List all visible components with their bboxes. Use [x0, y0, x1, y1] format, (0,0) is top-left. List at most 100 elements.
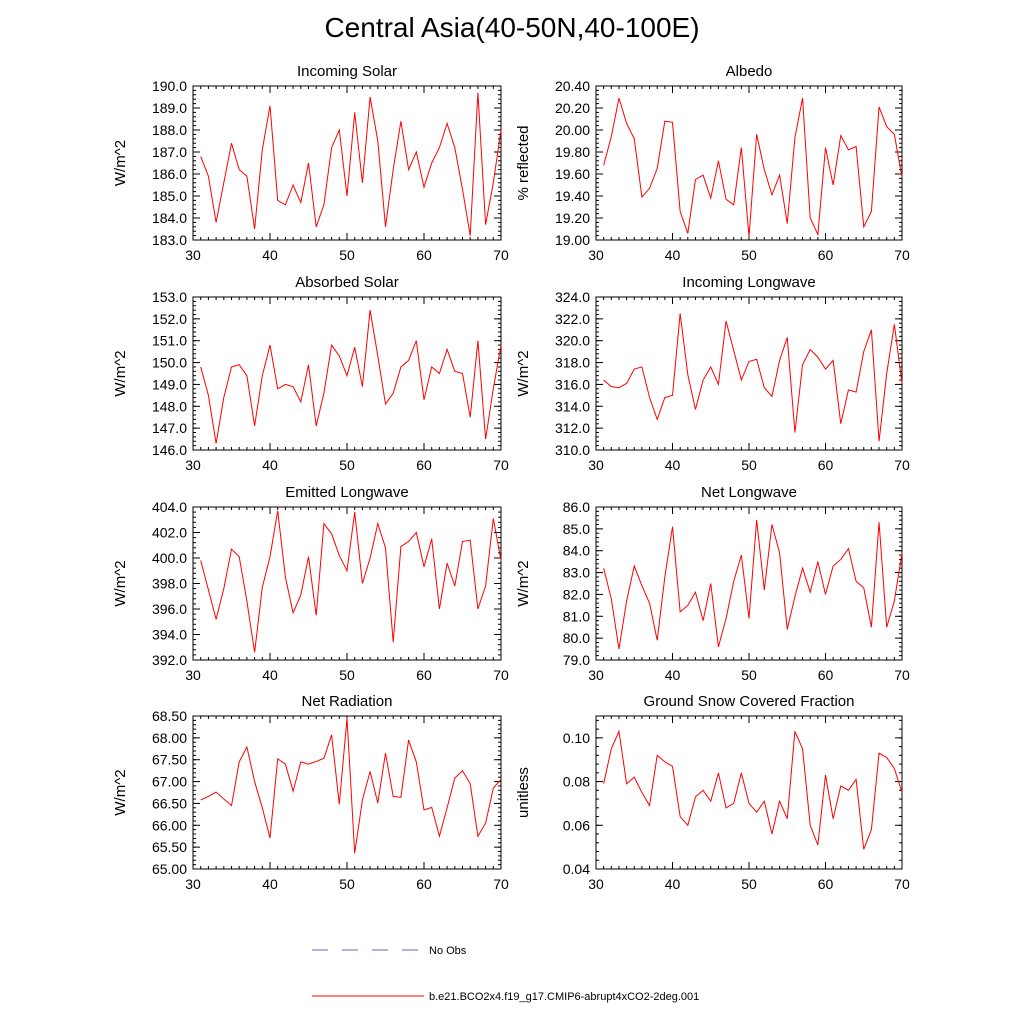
y-tick-label: 186.0	[152, 166, 187, 182]
y-tick-label: 65.50	[152, 839, 187, 855]
series-line	[200, 718, 502, 854]
series-line	[603, 97, 903, 237]
y-tick-label: 66.50	[152, 795, 187, 811]
chart-panel: 30 40 50 60 70 79.0 80.0 81.0 82.0 83.0 84.0 85.0 86…	[515, 484, 910, 683]
series-line	[200, 310, 502, 444]
x-tick-label: 70	[894, 667, 910, 683]
legend: No Obs b.e21.BCO2x4.f19_g17.CMIP6-abrupt…	[312, 945, 699, 1003]
y-tick-label: 320.0	[555, 333, 590, 349]
chart-panel: 30 40 50 60 70 183.0 184.0 185.0 186.0 187.0 188.0…	[112, 63, 509, 263]
x-tick-label: 50	[741, 667, 757, 683]
x-tick-label: 70	[894, 876, 910, 892]
series-line	[200, 92, 502, 236]
y-tick-label: 183.0	[152, 232, 187, 248]
chart-panel: 30 40 50 60 70 310.0 312.0 314.0 316.0 318.0 320.0…	[515, 274, 910, 473]
y-tick-label: 316.0	[555, 376, 590, 392]
plot-frame	[595, 296, 903, 451]
legend-model-label: b.e21.BCO2x4.f19_g17.CMIP6-abrupt4xCO2-2…	[429, 991, 699, 1003]
y-tick-label: 324.0	[555, 289, 590, 305]
x-tick-label: 50	[339, 667, 355, 683]
x-tick-label: 70	[493, 667, 509, 683]
y-tick-label: 187.0	[152, 144, 187, 160]
chart-title: Incoming Longwave	[682, 274, 815, 291]
x-tick-label: 60	[416, 247, 432, 263]
chart-panel: 30 40 50 60 70 65.00 65.50 66.00 66.50 67.00 67.50…	[112, 693, 509, 892]
chart-panel: 30 40 50 60 70 19.00 19.20 19.40 19.60 19.80 20.00…	[515, 63, 910, 263]
y-tick-label: 322.0	[555, 311, 590, 327]
y-tick-label: 184.0	[152, 210, 187, 226]
chart-title: Net Longwave	[701, 484, 797, 501]
y-axis-label: unitless	[515, 767, 532, 818]
y-tick-label: 0.04	[563, 861, 590, 877]
y-tick-label: 312.0	[555, 420, 590, 436]
y-tick-label: 146.0	[152, 442, 187, 458]
y-tick-label: 189.0	[152, 100, 187, 116]
chart-title: Net Radiation	[302, 693, 393, 710]
y-tick-label: 153.0	[152, 289, 187, 305]
y-tick-label: 20.00	[555, 122, 590, 138]
plot-frame	[192, 85, 502, 241]
plot-frame	[192, 296, 502, 451]
x-tick-label: 60	[416, 667, 432, 683]
y-axis-label: W/m^2	[112, 769, 129, 815]
x-tick-label: 30	[185, 247, 201, 263]
y-tick-label: 150.0	[152, 355, 187, 371]
x-tick-label: 30	[185, 876, 201, 892]
y-tick-label: 20.20	[555, 100, 590, 116]
chart-panel: 30 40 50 60 70 146.0 147.0 148.0 149.0 150.0 151.0…	[112, 274, 509, 473]
y-tick-label: 67.00	[152, 774, 187, 790]
y-tick-label: 19.40	[555, 188, 590, 204]
x-tick-label: 50	[741, 457, 757, 473]
y-tick-label: 185.0	[152, 188, 187, 204]
x-tick-label: 70	[493, 457, 509, 473]
x-tick-label: 30	[588, 457, 604, 473]
chart-panel: 30 40 50 60 70 392.0 394.0 396.0 398.0 400.0 402.0…	[112, 484, 509, 683]
y-tick-label: 86.0	[563, 499, 590, 515]
series-line	[603, 729, 903, 850]
y-tick-label: 318.0	[555, 355, 590, 371]
y-tick-label: 65.00	[152, 861, 187, 877]
chart-title: Incoming Solar	[297, 63, 397, 80]
series-line	[603, 313, 903, 442]
x-tick-label: 40	[262, 457, 278, 473]
series-line	[200, 510, 502, 653]
figure-title: Central Asia(40-50N,40-100E)	[324, 12, 700, 43]
y-tick-label: 85.0	[563, 521, 590, 537]
legend-obs-label: No Obs	[429, 945, 467, 957]
x-tick-label: 70	[493, 876, 509, 892]
x-tick-label: 50	[339, 876, 355, 892]
x-tick-label: 60	[818, 667, 834, 683]
y-tick-label: 19.00	[555, 232, 590, 248]
x-tick-label: 70	[493, 247, 509, 263]
chart-title: Emitted Longwave	[285, 484, 408, 501]
y-tick-label: 392.0	[152, 652, 187, 668]
y-tick-label: 83.0	[563, 565, 590, 581]
y-tick-label: 80.0	[563, 630, 590, 646]
y-tick-label: 148.0	[152, 398, 187, 414]
y-tick-label: 188.0	[152, 122, 187, 138]
x-tick-label: 60	[416, 457, 432, 473]
y-tick-label: 404.0	[152, 499, 187, 515]
y-tick-label: 67.50	[152, 752, 187, 768]
y-tick-label: 396.0	[152, 601, 187, 617]
y-axis-label: W/m^2	[515, 350, 532, 396]
y-tick-label: 190.0	[152, 78, 187, 94]
x-tick-label: 70	[894, 247, 910, 263]
y-tick-label: 81.0	[563, 608, 590, 624]
x-tick-label: 40	[665, 457, 681, 473]
y-tick-label: 20.40	[555, 78, 590, 94]
series-line	[603, 520, 903, 650]
y-axis-label: W/m^2	[112, 560, 129, 606]
x-tick-label: 30	[588, 876, 604, 892]
y-tick-label: 151.0	[152, 333, 187, 349]
y-tick-label: 310.0	[555, 442, 590, 458]
y-axis-label: W/m^2	[515, 560, 532, 606]
y-tick-label: 398.0	[152, 576, 187, 592]
y-tick-label: 82.0	[563, 586, 590, 602]
x-tick-label: 50	[339, 247, 355, 263]
y-tick-label: 19.80	[555, 144, 590, 160]
y-tick-label: 149.0	[152, 376, 187, 392]
y-tick-label: 152.0	[152, 311, 187, 327]
y-tick-label: 68.50	[152, 708, 187, 724]
